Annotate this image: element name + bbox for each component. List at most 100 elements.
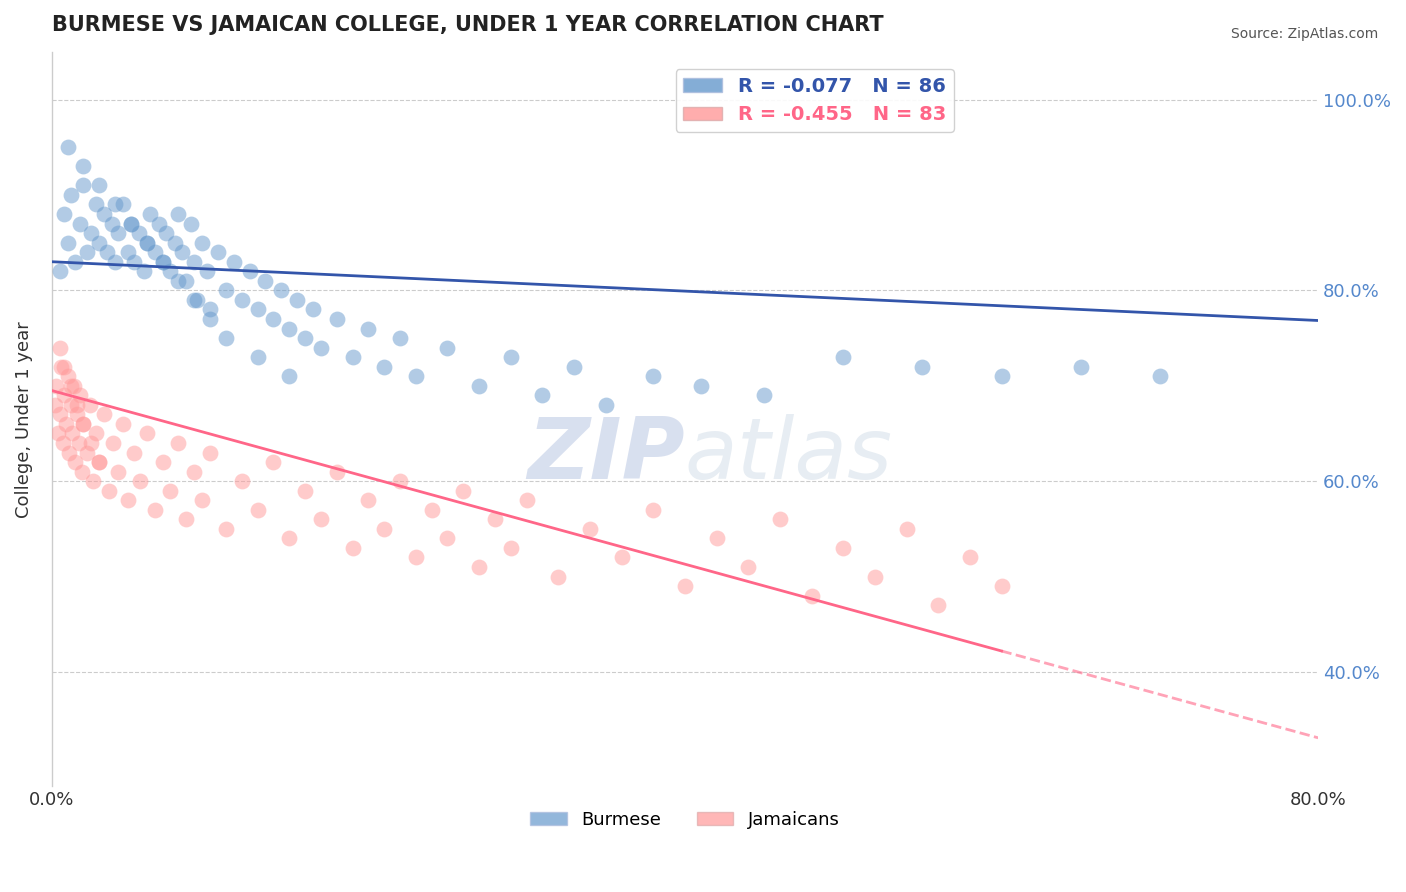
Point xyxy=(48,341,70,355)
Point xyxy=(752,388,775,402)
Point xyxy=(89,235,111,250)
Point xyxy=(357,493,380,508)
Point xyxy=(302,302,325,317)
Point xyxy=(562,359,585,374)
Point xyxy=(183,293,205,307)
Point xyxy=(135,235,157,250)
Point xyxy=(215,522,238,536)
Point xyxy=(143,503,166,517)
Text: BURMESE VS JAMAICAN COLLEGE, UNDER 1 YEAR CORRELATION CHART: BURMESE VS JAMAICAN COLLEGE, UNDER 1 YEA… xyxy=(52,15,883,35)
Point xyxy=(84,426,107,441)
Point xyxy=(80,226,103,240)
Point xyxy=(215,284,238,298)
Point xyxy=(107,226,129,240)
Point xyxy=(120,217,142,231)
Point xyxy=(176,274,198,288)
Point xyxy=(246,302,269,317)
Point xyxy=(863,569,886,583)
Point xyxy=(246,503,269,517)
Point xyxy=(180,217,202,231)
Point xyxy=(93,408,115,422)
Point xyxy=(159,483,181,498)
Point xyxy=(373,522,395,536)
Point xyxy=(547,569,569,583)
Point xyxy=(46,426,69,441)
Point xyxy=(56,235,79,250)
Point xyxy=(643,369,665,384)
Point xyxy=(198,302,221,317)
Point xyxy=(436,341,458,355)
Point xyxy=(239,264,262,278)
Point xyxy=(373,359,395,374)
Point xyxy=(165,235,187,250)
Point xyxy=(55,417,77,431)
Point xyxy=(167,436,190,450)
Point xyxy=(103,436,125,450)
Point xyxy=(53,207,76,221)
Point xyxy=(186,293,208,307)
Point xyxy=(499,541,522,555)
Point xyxy=(959,550,981,565)
Point xyxy=(59,188,82,202)
Point xyxy=(285,293,308,307)
Point xyxy=(128,226,150,240)
Point xyxy=(1070,359,1092,374)
Point xyxy=(65,254,87,268)
Point xyxy=(595,398,617,412)
Point xyxy=(132,264,155,278)
Point xyxy=(800,589,823,603)
Point xyxy=(325,312,347,326)
Point xyxy=(420,503,443,517)
Point xyxy=(170,245,193,260)
Point xyxy=(468,560,491,574)
Point xyxy=(195,264,218,278)
Point xyxy=(52,436,75,450)
Text: atlas: atlas xyxy=(685,415,893,498)
Point xyxy=(69,388,91,402)
Point xyxy=(309,341,332,355)
Point xyxy=(107,465,129,479)
Point xyxy=(167,207,190,221)
Point xyxy=(104,254,127,268)
Point xyxy=(531,388,554,402)
Point xyxy=(159,264,181,278)
Point xyxy=(72,417,94,431)
Point xyxy=(48,264,70,278)
Point xyxy=(155,226,177,240)
Point xyxy=(990,369,1012,384)
Point xyxy=(69,217,91,231)
Point xyxy=(737,560,759,574)
Point xyxy=(72,417,94,431)
Point xyxy=(896,522,918,536)
Point xyxy=(278,532,301,546)
Point xyxy=(405,369,427,384)
Point xyxy=(82,474,104,488)
Point xyxy=(111,197,134,211)
Point xyxy=(66,408,89,422)
Point xyxy=(129,474,152,488)
Point xyxy=(405,550,427,565)
Point xyxy=(278,369,301,384)
Point xyxy=(122,445,145,459)
Point xyxy=(769,512,792,526)
Point xyxy=(689,378,711,392)
Point xyxy=(643,503,665,517)
Point xyxy=(152,455,174,469)
Point xyxy=(342,541,364,555)
Point xyxy=(53,388,76,402)
Point xyxy=(48,408,70,422)
Point xyxy=(294,331,316,345)
Point xyxy=(610,550,633,565)
Point xyxy=(44,398,66,412)
Point xyxy=(222,254,245,268)
Point xyxy=(139,207,162,221)
Point xyxy=(135,235,157,250)
Point xyxy=(262,455,284,469)
Point xyxy=(706,532,728,546)
Point xyxy=(516,493,538,508)
Point xyxy=(111,417,134,431)
Point xyxy=(66,398,89,412)
Point xyxy=(388,331,411,345)
Point xyxy=(104,197,127,211)
Point xyxy=(58,445,80,459)
